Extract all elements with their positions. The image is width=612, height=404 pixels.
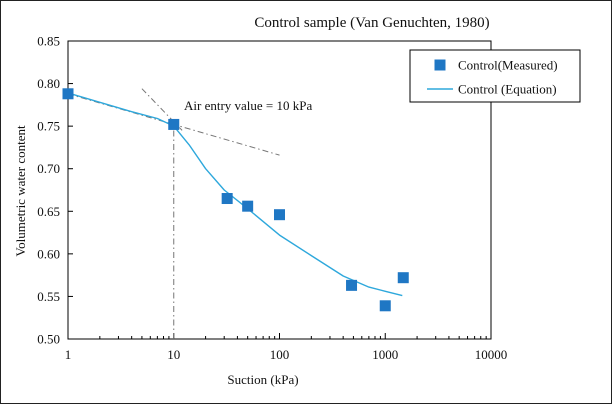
guide-line — [141, 88, 183, 131]
measured-point — [274, 209, 285, 221]
legend-marker-swatch — [434, 59, 446, 71]
y-tick-label: 0.70 — [37, 161, 60, 176]
y-tick-label: 0.65 — [37, 204, 60, 219]
y-tick-label: 0.85 — [37, 34, 60, 49]
measured-point — [379, 300, 391, 312]
y-axis-label: Volumetric water content — [13, 125, 28, 257]
legend-label: Control (Equation) — [458, 82, 557, 97]
y-tick-label: 0.55 — [37, 289, 60, 304]
y-axis: 0.50 0.55 0.60 0.65 0.70 0.75 0.80 0.85 — [37, 34, 73, 347]
legend-label: Control(Measured) — [458, 58, 558, 73]
equation-curve — [67, 92, 403, 297]
y-tick-label: 0.50 — [37, 332, 60, 347]
x-tick-label: 100 — [270, 347, 290, 362]
x-tick-label: 10000 — [475, 347, 508, 362]
y-tick-label: 0.80 — [37, 76, 60, 91]
air-entry-annotation: Air entry value = 10 kPa — [184, 98, 313, 113]
y-tick-label: 0.75 — [37, 119, 60, 134]
measured-point — [346, 279, 358, 291]
measured-point — [62, 88, 74, 100]
x-tick-label: 10 — [167, 347, 180, 362]
measured-point — [242, 200, 254, 212]
x-tick-label: 1 — [65, 347, 72, 362]
x-axis-label: Suction (kPa) — [227, 372, 298, 387]
x-tick-label: 1000 — [372, 347, 398, 362]
series-lines — [67, 92, 403, 297]
y-tick-label: 0.60 — [37, 246, 60, 261]
legend-box — [409, 49, 581, 103]
x-axis: 1 10 100 1000 10000 — [65, 333, 508, 362]
chart-title: Control sample (Van Genuchten, 1980) — [254, 15, 489, 31]
legend: Control(Measured) Control (Equation) — [409, 49, 581, 103]
annotations: Air entry value = 10 kPa — [184, 98, 313, 113]
series-markers — [62, 88, 409, 312]
measured-point — [168, 118, 180, 130]
measured-point — [221, 193, 233, 205]
measured-point — [397, 272, 409, 284]
